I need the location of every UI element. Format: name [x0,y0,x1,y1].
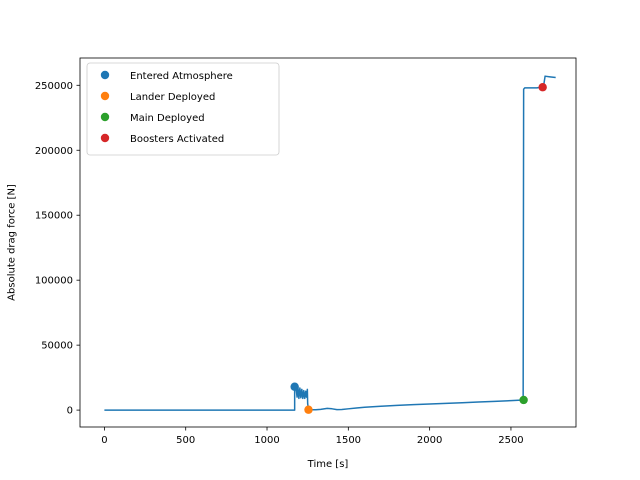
legend-marker [100,91,110,101]
y-tick-label: 100000 [35,276,73,287]
legend-marker [100,112,110,122]
legend-marker [100,70,110,80]
series-line-0 [104,75,556,411]
x-tick-label: 2500 [498,435,523,446]
y-axis-label: Absolute drag force [N] [6,184,17,301]
x-axis: 0 500 1000 1500 2000 2500 [101,427,524,446]
x-tick-label: 1000 [254,435,279,446]
x-tick-label: 1500 [336,435,361,446]
axes-frame [79,57,577,428]
y-tick-label: 0 [67,406,73,417]
event-marker-2 [519,395,528,405]
x-axis-label: Time [s] [307,459,349,470]
x-tick-label: 0 [101,435,107,446]
plot-area [104,75,556,414]
y-tick-label: 150000 [35,211,73,222]
legend-label: Main Deployed [130,113,205,124]
legend-label: Lander Deployed [130,92,215,103]
y-tick-label: 250000 [35,81,73,92]
y-tick-label: 200000 [35,146,73,157]
y-tick-label: 50000 [41,341,73,352]
legend-box [86,62,280,156]
legend-label: Boosters Activated [130,134,224,145]
legend: Entered Atmosphere Lander Deployed Main De… [86,62,280,156]
legend-marker [100,133,110,143]
event-marker-3 [538,83,547,92]
y-axis: 0 50000 100000 150000 200000 250000 [35,81,80,417]
x-tick-label: 2000 [417,435,442,446]
event-marker-1 [304,405,313,414]
event-marker-0 [290,382,299,391]
x-tick-label: 500 [176,435,195,446]
legend-label: Entered Atmosphere [130,71,233,82]
